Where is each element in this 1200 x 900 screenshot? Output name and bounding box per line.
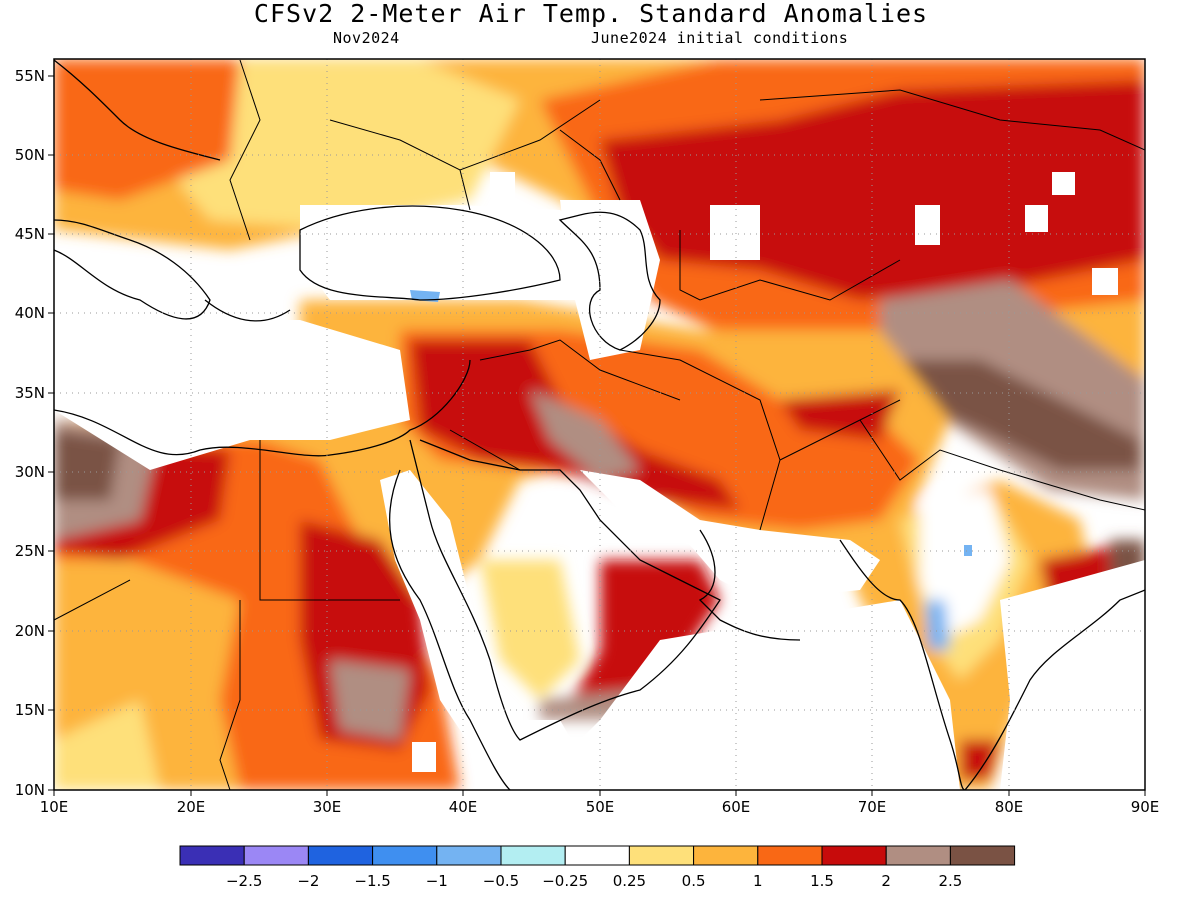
colorbar-label: −0.25 xyxy=(542,872,588,890)
borders xyxy=(54,59,1145,790)
tick-marks xyxy=(48,75,1146,796)
neutral-region xyxy=(580,470,880,600)
lon-tick-label: 60E xyxy=(722,798,751,816)
colorbar-label: 0.5 xyxy=(682,872,706,890)
colorbar-swatch xyxy=(243,845,309,866)
lon-tick-label: 20E xyxy=(177,798,206,816)
lon-tick-label: 70E xyxy=(858,798,887,816)
lat-tick-label: 15N xyxy=(15,701,45,719)
colorbar-swatch xyxy=(757,845,823,866)
neutral-region xyxy=(490,172,515,198)
anomaly-region xyxy=(530,390,640,480)
colorbar-swatch xyxy=(179,845,245,866)
lon-tick-label: 50E xyxy=(586,798,615,816)
colorbar-swatch xyxy=(628,845,695,866)
colorbar-swatch xyxy=(372,845,438,866)
colorbar-swatch xyxy=(500,845,566,866)
lon-tick-label: 80E xyxy=(995,798,1024,816)
lon-tick-label: 10E xyxy=(40,798,69,816)
colorbar-label: 2 xyxy=(881,872,891,890)
colorbar-swatch xyxy=(693,845,759,866)
init-conditions-label: June2024 initial conditions xyxy=(591,29,849,47)
anomaly-region xyxy=(160,60,520,230)
colorbar-label: 1.5 xyxy=(810,872,834,890)
lon-axis: 10E 20E 30E 40E 50E 60E 70E 80E 90E xyxy=(40,798,1160,816)
lat-tick-label: 40N xyxy=(15,304,45,322)
colorbar-swatch xyxy=(821,845,887,866)
anomaly-region xyxy=(54,59,240,200)
neutral-region xyxy=(1052,172,1075,195)
colorbar-label: 1 xyxy=(753,872,763,890)
colorbar-swatch xyxy=(885,845,951,866)
anomaly-region xyxy=(330,660,410,740)
lat-tick-label: 50N xyxy=(15,146,45,164)
colorbar-label: −1.5 xyxy=(354,872,390,890)
colorbar-label: −2.5 xyxy=(226,872,262,890)
neutral-region xyxy=(1092,268,1118,295)
anomaly-region xyxy=(410,290,440,302)
map-title: CFSv2 2-Meter Air Temp. Standard Anomali… xyxy=(253,0,929,28)
colorbar-swatch xyxy=(307,845,374,866)
neutral-region xyxy=(710,205,760,260)
neutral-region xyxy=(560,600,960,790)
lat-tick-label: 55N xyxy=(15,67,45,85)
neutral-region xyxy=(54,320,410,470)
valid-month-label: Nov2024 xyxy=(333,29,400,47)
anomaly-region xyxy=(54,700,160,790)
colorbar-labels: −2.5 −2 −1.5 −1 −0.5 −0.25 0.25 0.5 1 1.5 2 2.5 xyxy=(226,872,962,890)
lon-tick-label: 90E xyxy=(1131,798,1160,816)
colorbar xyxy=(179,845,1016,866)
anomaly-region xyxy=(964,545,972,556)
lat-tick-label: 10N xyxy=(15,781,45,799)
neutral-region xyxy=(412,742,436,772)
colorbar-label: −2 xyxy=(297,872,319,890)
anomaly-region xyxy=(925,600,950,650)
lon-tick-label: 40E xyxy=(449,798,478,816)
anomaly-field xyxy=(54,59,1145,790)
colorbar-label: −1 xyxy=(426,872,448,890)
colorbar-swatch xyxy=(949,845,1016,866)
lat-tick-label: 20N xyxy=(15,622,45,640)
lon-tick-label: 30E xyxy=(313,798,342,816)
neutral-region xyxy=(380,470,520,760)
neutral-region xyxy=(300,205,600,300)
anomaly-region xyxy=(900,360,1140,470)
colorbar-label: −0.5 xyxy=(483,872,519,890)
neutral-region xyxy=(1025,205,1048,232)
lat-tick-label: 30N xyxy=(15,463,45,481)
coastlines xyxy=(54,59,1145,790)
lat-tick-label: 25N xyxy=(15,542,45,560)
lat-tick-label: 45N xyxy=(15,225,45,243)
neutral-region xyxy=(1000,560,1145,790)
anomaly-region xyxy=(780,390,900,440)
lat-axis: 10N 15N 20N 25N 30N 35N 40N 45N 50N 55N xyxy=(15,67,45,799)
neutral-region xyxy=(54,250,100,310)
colorbar-label: 0.25 xyxy=(613,872,646,890)
anomaly-region xyxy=(960,740,1000,780)
anomaly-region xyxy=(480,560,580,700)
colorbar-label: 2.5 xyxy=(938,872,962,890)
neutral-region xyxy=(915,205,940,245)
anomaly-region xyxy=(54,430,120,500)
colorbar-swatch xyxy=(436,845,502,866)
colorbar-swatch xyxy=(564,845,630,866)
lat-tick-label: 35N xyxy=(15,384,45,402)
neutral-region xyxy=(560,200,660,360)
